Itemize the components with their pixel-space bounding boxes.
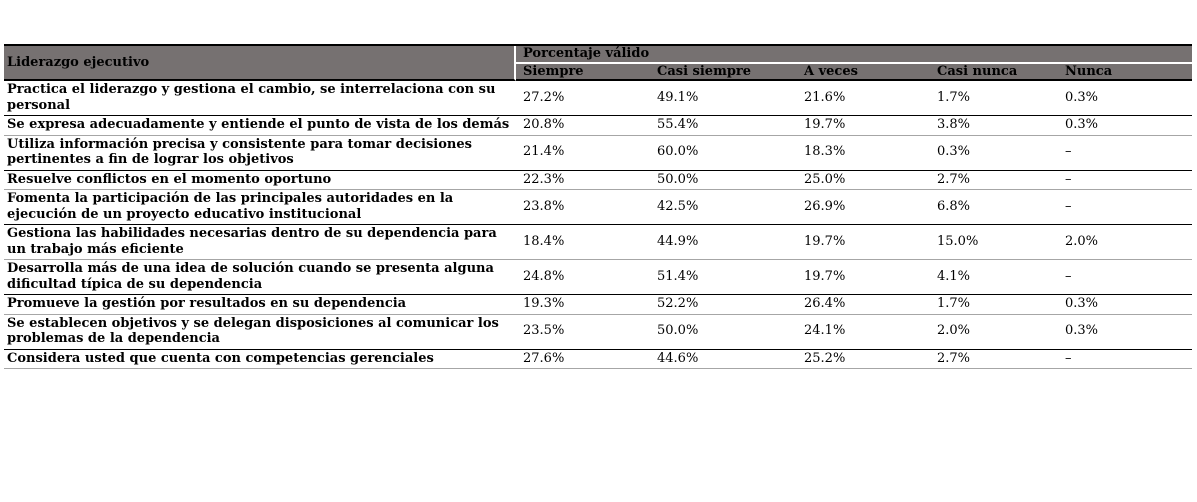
cell-siempre: 19.3% bbox=[516, 295, 650, 315]
cell-a-veces: 26.9% bbox=[797, 190, 930, 225]
cell-a-veces: 25.0% bbox=[797, 171, 930, 190]
row-label: Practica el liderazgo y gestiona el camb… bbox=[4, 81, 516, 116]
cell-casi-siempre: 55.4% bbox=[650, 116, 797, 136]
cell-a-veces: 18.3% bbox=[797, 136, 930, 171]
cell-casi-nunca: 4.1% bbox=[930, 260, 1058, 295]
cell-casi-siempre: 51.4% bbox=[650, 260, 797, 295]
cell-a-veces: 24.1% bbox=[797, 315, 930, 350]
row-label: Desarrolla más de una idea de solución c… bbox=[4, 260, 516, 295]
cell-nunca: – bbox=[1058, 171, 1193, 190]
cell-nunca: 0.3% bbox=[1058, 116, 1193, 136]
cell-nunca: 0.3% bbox=[1058, 295, 1193, 315]
table-row: Se establecen objetivos y se delegan dis… bbox=[4, 315, 1193, 350]
table-row: Se expresa adecuadamente y entiende el p… bbox=[4, 116, 1193, 136]
row-label: Promueve la gestión por resultados en su… bbox=[4, 295, 516, 315]
cell-siempre: 23.8% bbox=[516, 190, 650, 225]
cell-casi-nunca: 0.3% bbox=[930, 136, 1058, 171]
cell-casi-siempre: 42.5% bbox=[650, 190, 797, 225]
table-row: Gestiona las habilidades necesarias dent… bbox=[4, 225, 1193, 260]
table-row: Fomenta la participación de las principa… bbox=[4, 190, 1193, 225]
cell-siempre: 27.2% bbox=[516, 81, 650, 116]
row-label: Se establecen objetivos y se delegan dis… bbox=[4, 315, 516, 350]
cell-casi-siempre: 52.2% bbox=[650, 295, 797, 315]
cell-casi-siempre: 60.0% bbox=[650, 136, 797, 171]
cell-a-veces: 26.4% bbox=[797, 295, 930, 315]
cell-nunca: – bbox=[1058, 136, 1193, 171]
group-header-porcentaje-valido: Porcentaje válido bbox=[516, 46, 1193, 64]
cell-casi-siempre: 44.6% bbox=[650, 350, 797, 369]
table-row: Promueve la gestión por resultados en su… bbox=[4, 295, 1193, 315]
cell-nunca: – bbox=[1058, 260, 1193, 295]
cell-siempre: 24.8% bbox=[516, 260, 650, 295]
cell-casi-nunca: 15.0% bbox=[930, 225, 1058, 260]
cell-siempre: 27.6% bbox=[516, 350, 650, 369]
cell-nunca: – bbox=[1058, 350, 1193, 369]
cell-siempre: 18.4% bbox=[516, 225, 650, 260]
cell-casi-nunca: 1.7% bbox=[930, 295, 1058, 315]
column-header-a-veces: A veces bbox=[797, 63, 930, 81]
cell-casi-nunca: 1.7% bbox=[930, 81, 1058, 116]
cell-casi-nunca: 2.7% bbox=[930, 171, 1058, 190]
cell-casi-siempre: 50.0% bbox=[650, 171, 797, 190]
cell-siempre: 20.8% bbox=[516, 116, 650, 136]
cell-casi-siempre: 49.1% bbox=[650, 81, 797, 116]
cell-a-veces: 19.7% bbox=[797, 225, 930, 260]
column-header-casi-siempre: Casi siempre bbox=[650, 63, 797, 81]
cell-casi-siempre: 44.9% bbox=[650, 225, 797, 260]
column-header-casi-nunca: Casi nunca bbox=[930, 63, 1058, 81]
cell-casi-nunca: 2.7% bbox=[930, 350, 1058, 369]
liderazgo-ejecutivo-table: Liderazgo ejecutivo Porcentaje válido Si… bbox=[4, 44, 1193, 369]
table-row: Considera usted que cuenta con competenc… bbox=[4, 350, 1193, 369]
header-row-group: Liderazgo ejecutivo Porcentaje válido bbox=[4, 46, 1193, 81]
cell-nunca: 0.3% bbox=[1058, 81, 1193, 116]
cell-casi-nunca: 2.0% bbox=[930, 315, 1058, 350]
cell-nunca: 0.3% bbox=[1058, 315, 1193, 350]
table-row: Utiliza información precisa y consistent… bbox=[4, 136, 1193, 171]
cell-siempre: 22.3% bbox=[516, 171, 650, 190]
row-label: Fomenta la participación de las principa… bbox=[4, 190, 516, 225]
table-row: Practica el liderazgo y gestiona el camb… bbox=[4, 81, 1193, 116]
row-label: Utiliza información precisa y consistent… bbox=[4, 136, 516, 171]
row-label: Resuelve conflictos en el momento oportu… bbox=[4, 171, 516, 190]
cell-siempre: 21.4% bbox=[516, 136, 650, 171]
header-row-columns: Siempre Casi siempre A veces Casi nunca … bbox=[4, 63, 1193, 81]
table-row: Desarrolla más de una idea de solución c… bbox=[4, 260, 1193, 295]
row-label: Gestiona las habilidades necesarias dent… bbox=[4, 225, 516, 260]
cell-a-veces: 25.2% bbox=[797, 350, 930, 369]
cell-nunca: – bbox=[1058, 190, 1193, 225]
cell-a-veces: 19.7% bbox=[797, 260, 930, 295]
corner-header-liderazgo-ejecutivo: Liderazgo ejecutivo bbox=[4, 46, 516, 81]
cell-a-veces: 19.7% bbox=[797, 116, 930, 136]
cell-siempre: 23.5% bbox=[516, 315, 650, 350]
row-label: Considera usted que cuenta con competenc… bbox=[4, 350, 516, 369]
cell-casi-siempre: 50.0% bbox=[650, 315, 797, 350]
cell-a-veces: 21.6% bbox=[797, 81, 930, 116]
cell-casi-nunca: 6.8% bbox=[930, 190, 1058, 225]
cell-casi-nunca: 3.8% bbox=[930, 116, 1058, 136]
cell-nunca: 2.0% bbox=[1058, 225, 1193, 260]
column-header-siempre: Siempre bbox=[516, 63, 650, 81]
table-row: Resuelve conflictos en el momento oportu… bbox=[4, 171, 1193, 190]
column-header-nunca: Nunca bbox=[1058, 63, 1193, 81]
row-label: Se expresa adecuadamente y entiende el p… bbox=[4, 116, 516, 136]
